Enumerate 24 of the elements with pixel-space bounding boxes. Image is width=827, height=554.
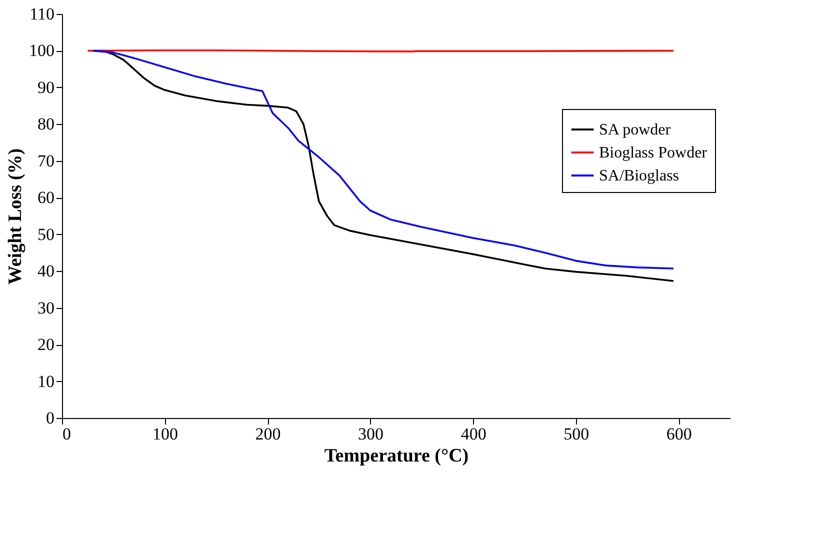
y-tick-label: 60 [38,188,54,208]
x-tick-label: 100 [152,424,178,444]
y-tick-label: 90 [38,78,54,97]
y-tick-label: 20 [38,335,54,354]
x-tick-label: 0 [62,424,71,444]
y-tick-label: 0 [46,408,54,428]
y-tick-label: 50 [38,224,54,244]
y-tick-label: 80 [38,114,54,134]
x-tick-label: 200 [255,424,281,444]
y-tick-label: 10 [38,372,54,391]
legend-label: SA/Bioglass [599,168,680,184]
legend-label: SA powder [599,122,672,138]
y-tick-label: 110 [30,4,54,24]
x-axis-title: Temperature (°C) [324,446,469,466]
x-tick-label: 400 [460,424,486,444]
x-tick-label: 600 [666,424,692,444]
legend-label: Bioglass Powder [599,144,708,162]
y-tick-label: 70 [38,151,54,170]
y-tick-label: 40 [38,262,54,281]
y-axis-title: Weight Loss (%) [5,148,26,285]
y-tick-label: 30 [38,298,54,318]
x-tick-label: 300 [358,424,384,444]
y-tick-label: 100 [29,41,54,60]
x-tick-label: 500 [564,424,590,444]
